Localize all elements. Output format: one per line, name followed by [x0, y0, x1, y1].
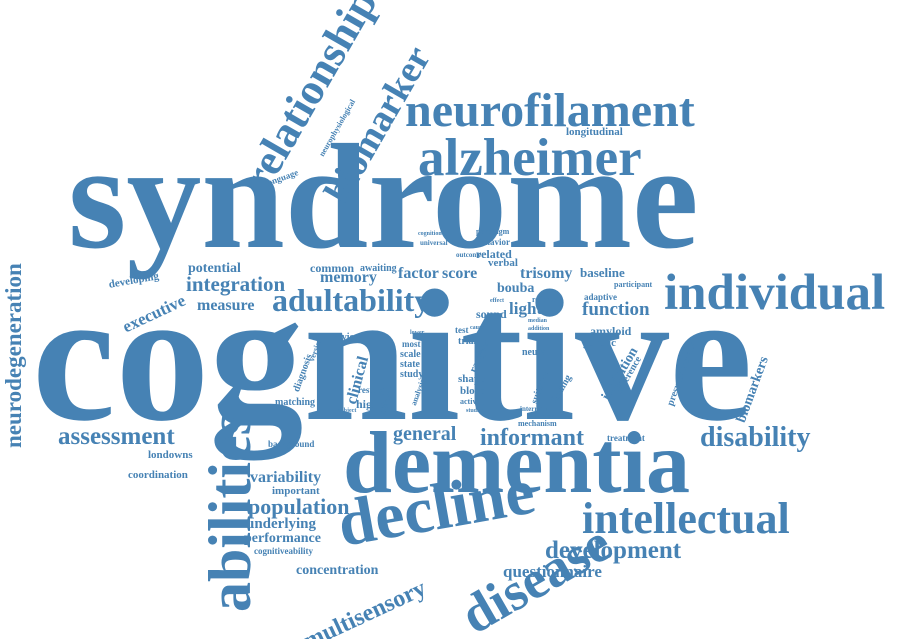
word-important: important [272, 485, 320, 497]
word-multisensory: multisensory [299, 575, 431, 639]
word-neural: neural [522, 347, 550, 358]
word-general: general [393, 423, 457, 445]
word-score: score [442, 265, 478, 282]
word-sound: sound [476, 307, 507, 321]
word-intrinsic: intrinsic [534, 414, 556, 420]
word-coordination: coordination [128, 469, 188, 481]
word-participant: participant [614, 280, 653, 289]
word-memory: memory [320, 269, 377, 286]
word-common: common [310, 261, 354, 275]
word-review: review [333, 332, 362, 343]
word-amyloid: amyloid [590, 324, 632, 338]
word-integration: integration [186, 272, 286, 296]
word-lower: lower [410, 330, 425, 336]
word-underlying: underlying [246, 516, 317, 532]
word-individual: individual [664, 265, 886, 321]
word-shape: shape [458, 373, 485, 385]
word-performance: performance [244, 531, 321, 546]
word-light: light [509, 299, 543, 318]
word-referee: referee [532, 295, 556, 304]
word-cognitive: cognitive [32, 251, 753, 460]
word-londowns: londowns [148, 449, 193, 461]
word-median: median [528, 318, 548, 324]
word-subject: subject [338, 408, 357, 414]
word-state: state [400, 359, 420, 370]
word-higher: higher [356, 397, 390, 411]
word-cause: cause [470, 325, 484, 331]
word-adultability: adultability [272, 282, 431, 318]
word-dementia: dementia [343, 415, 691, 512]
word-longitudinal: longitudinal [566, 126, 623, 138]
word-population: population [248, 494, 350, 519]
word-baseline: baseline [580, 265, 625, 280]
word-trial: trial [458, 336, 477, 347]
word-test: test [455, 325, 469, 335]
word-concentration: concentration [296, 563, 379, 578]
word-assessment: assessment [58, 423, 175, 450]
word-variability: variability [250, 469, 322, 486]
word-potential: potential [188, 261, 241, 276]
word-genetic: genetic [583, 337, 616, 349]
word-disability: disability [700, 422, 811, 453]
word-awaiting: awaiting [360, 263, 397, 274]
word-study: study [400, 369, 424, 380]
word-universal: universal [420, 239, 448, 247]
word-verbal: verbal [488, 257, 518, 269]
word-intellectual: intellectual [582, 494, 790, 543]
word-cognitiveability: cognitiveability [254, 546, 313, 556]
word-neurofilament: neurofilament [405, 84, 695, 137]
word-trisomy: trisomy [520, 265, 573, 282]
word-outcome: outcome [456, 251, 482, 259]
word-neurodegeneration: neurodegeneration [1, 263, 26, 448]
word-measure: measure [197, 297, 255, 314]
word-studies: studies [466, 408, 484, 414]
word-background: background [268, 439, 315, 449]
word-questionnaire: questionnaire [503, 562, 602, 581]
word-paradigm: paradigm [476, 227, 510, 236]
word-effect: effect [490, 298, 504, 304]
word-matching: matching [275, 397, 315, 408]
word-factor: factor [398, 265, 439, 282]
word-function: function [582, 299, 650, 320]
word-behavior: behavior [476, 237, 511, 247]
word-scale: scale [400, 349, 421, 360]
word-treatment: treatment [607, 433, 645, 443]
word-interrater: interrater [520, 405, 550, 413]
word-blood: blood [460, 385, 487, 397]
word-adaptive: adaptive [584, 292, 618, 302]
word-activity: activity [460, 397, 486, 406]
word-bouba: bouba [497, 281, 535, 296]
word-mechanism: mechanism [518, 419, 557, 428]
word-informant: informant [480, 425, 584, 451]
word-most: most [402, 339, 421, 349]
word-addition: addition [528, 326, 550, 332]
word-syndrome: syndrome [68, 114, 699, 280]
word-alzheimer: alzheimer [418, 129, 642, 187]
word-cognition: cognition [418, 231, 442, 237]
word-related: related [476, 247, 512, 261]
word-resting: resting [358, 385, 385, 395]
word-development: development [545, 537, 682, 564]
